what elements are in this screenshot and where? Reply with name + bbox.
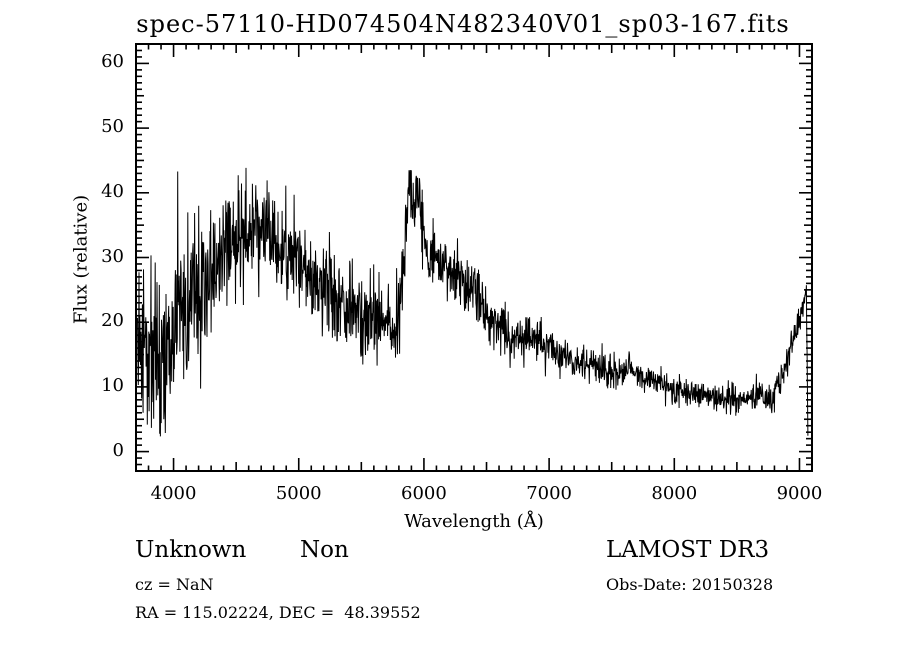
y-tick-label: 60 [101, 51, 124, 73]
cz-value: cz = NaN [135, 575, 214, 594]
x-tick-label: 4000 [150, 483, 197, 504]
plot-title: spec-57110-HD074504N482340V01_sp03-167.f… [136, 10, 790, 38]
y-tick-label: 40 [101, 180, 124, 202]
spectrum-trace [137, 167, 809, 437]
y-tick-label: 20 [101, 310, 124, 332]
plot-frame [135, 43, 813, 472]
y-tick-label: 10 [101, 374, 124, 396]
x-axis-label: Wavelength (Å) [404, 511, 544, 532]
obs-date-value: Obs-Date: 20150328 [606, 575, 774, 594]
y-tick-label: 50 [101, 116, 124, 138]
x-tick-label: 5000 [275, 483, 322, 504]
x-tick-label: 9000 [776, 483, 823, 504]
classification-label: Unknown [135, 537, 247, 563]
y-tick-label: 30 [101, 245, 124, 267]
subclass-label: Non [300, 537, 349, 563]
y-tick-label: 0 [112, 439, 124, 461]
ra-dec-value: RA = 115.02224, DEC = 48.39552 [135, 603, 421, 622]
survey-label: LAMOST DR3 [606, 537, 770, 563]
y-axis-label: Flux (relative) [70, 194, 92, 325]
x-tick-label: 8000 [651, 483, 698, 504]
x-tick-label: 7000 [526, 483, 573, 504]
x-tick-label: 6000 [401, 483, 447, 504]
